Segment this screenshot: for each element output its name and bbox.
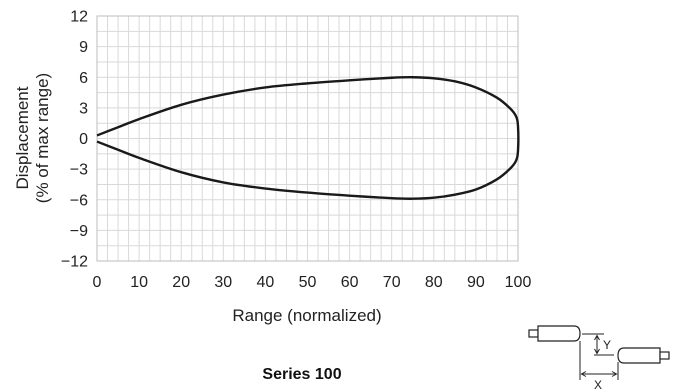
y-tick-label: 0 xyxy=(79,131,88,148)
y-tick-label: −9 xyxy=(70,223,88,240)
grid xyxy=(96,15,519,262)
left-emitter-icon xyxy=(528,325,581,342)
x-tick-label: 40 xyxy=(257,274,275,291)
y-tick-label: 6 xyxy=(79,70,88,87)
x-axis-ticks: 0 10 20 30 40 50 60 70 80 90 100 xyxy=(93,274,532,291)
x-dimension-marker xyxy=(579,341,619,380)
x-tick-label: 70 xyxy=(383,274,401,291)
y-tick-label: −3 xyxy=(70,162,88,179)
y-axis-label-line-1: Displacement xyxy=(13,86,32,189)
y-axis-label-line-2: (% of max range) xyxy=(33,73,52,203)
x-tick-label: 50 xyxy=(299,274,317,291)
x-tick-label: 60 xyxy=(341,274,359,291)
y-tick-label: 12 xyxy=(70,9,88,26)
x-axis-label: Range (normalized) xyxy=(232,306,381,325)
y-tick-label: 9 xyxy=(79,39,88,56)
x-tick-label: 80 xyxy=(425,274,443,291)
y-dimension-marker xyxy=(582,333,614,356)
x-tick-label: 90 xyxy=(467,274,485,291)
y-tick-label: −6 xyxy=(70,192,88,209)
y-tick-label: 3 xyxy=(79,100,88,117)
x-tick-label: 0 xyxy=(93,274,102,291)
x-offset-label: X xyxy=(594,378,602,392)
y-axis-label: Displacement (% of max range) xyxy=(13,73,52,203)
y-axis-ticks: 12 9 6 3 0 −3 −6 −9 −12 xyxy=(61,9,88,271)
y-offset-label: Y xyxy=(603,338,611,352)
displacement-envelope-line xyxy=(96,76,520,200)
chart-caption: Series 100 xyxy=(262,366,341,383)
offset-diagram: Y X xyxy=(528,325,670,392)
x-tick-label: 10 xyxy=(130,274,148,291)
x-tick-label: 100 xyxy=(505,274,532,291)
x-tick-label: 20 xyxy=(172,274,190,291)
x-tick-label: 30 xyxy=(214,274,232,291)
y-tick-label: −12 xyxy=(61,254,88,271)
right-receiver-icon xyxy=(617,347,670,364)
